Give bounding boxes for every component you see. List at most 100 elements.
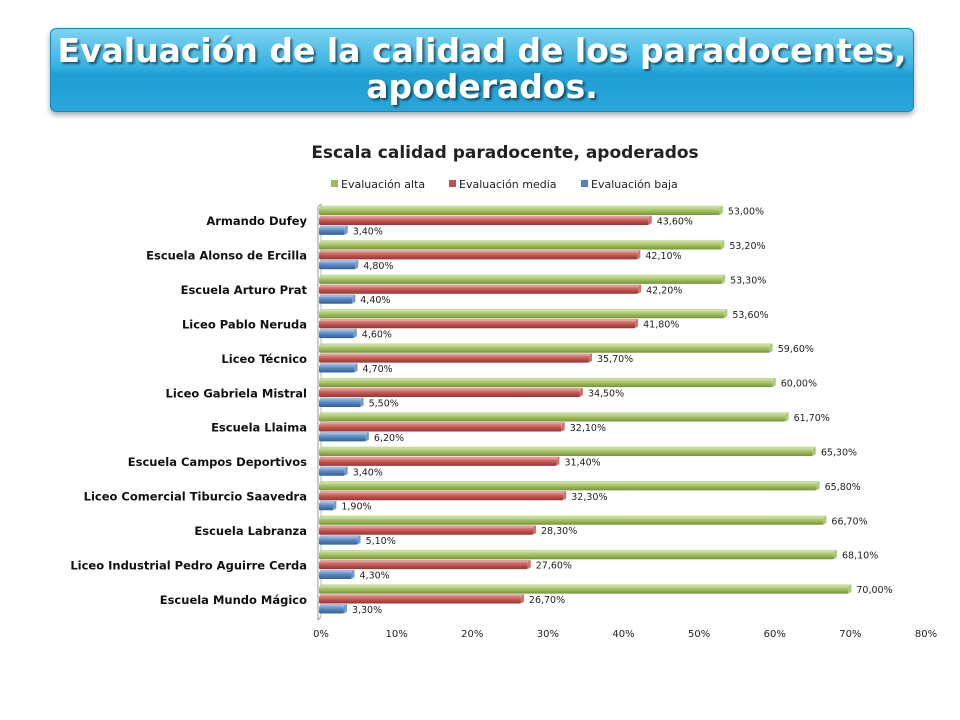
data-label-media: 32,10% xyxy=(570,423,606,434)
chart-legend: Evaluación alta Evaluación media Evaluació… xyxy=(331,178,678,191)
x-tick-label: 70% xyxy=(839,629,861,640)
data-label-baja: 6,20% xyxy=(374,433,404,444)
bar-media xyxy=(319,422,565,432)
bar-baja xyxy=(319,397,364,407)
category-label: Armando Dufey xyxy=(206,214,307,228)
data-label-alta: 68,10% xyxy=(842,551,878,562)
bar-alta xyxy=(319,343,773,353)
category-label: Escuela Arturo Prat xyxy=(181,283,308,297)
bar-alta xyxy=(319,240,725,250)
data-label-baja: 3,30% xyxy=(352,605,382,616)
bar-baja xyxy=(319,225,348,235)
data-label-media: 31,40% xyxy=(564,457,600,468)
bar-alta xyxy=(319,584,852,594)
legend-swatch xyxy=(449,180,456,187)
category-label: Liceo Técnico xyxy=(221,352,307,366)
data-label-alta: 61,70% xyxy=(794,413,830,424)
legend-label: Evaluación media xyxy=(459,178,557,191)
data-label-alta: 60,00% xyxy=(781,379,817,390)
category-label: Liceo Industrial Pedro Aguirre Cerda xyxy=(70,558,307,572)
bar-alta xyxy=(319,309,728,319)
data-label-baja: 4,40% xyxy=(360,295,390,306)
data-label-media: 27,60% xyxy=(536,561,572,572)
category-label: Escuela Llaima xyxy=(211,421,307,435)
data-label-alta: 66,70% xyxy=(831,516,867,527)
data-label-baja: 4,30% xyxy=(360,571,390,582)
plot-area: 0% 10% 20% 30% 40% 50% 60% 70% 80% Armando Dufey 5… xyxy=(70,203,937,640)
bar-media xyxy=(319,250,641,260)
bar-alta xyxy=(319,205,723,216)
bar-baja xyxy=(319,535,361,545)
bar-media xyxy=(319,318,639,329)
category-label: Liceo Gabriela Mistral xyxy=(166,386,307,400)
data-label-baja: 1,90% xyxy=(341,502,371,513)
title-banner: Evaluación de la calidad de los paradoce… xyxy=(50,28,914,112)
data-label-media: 42,10% xyxy=(645,251,681,262)
bar-baja xyxy=(319,466,348,476)
data-label-media: 43,60% xyxy=(657,216,693,227)
x-tick-label: 30% xyxy=(537,629,559,640)
bar-media xyxy=(319,525,537,535)
data-label-media: 32,30% xyxy=(571,492,607,503)
x-tick-label: 10% xyxy=(386,629,408,640)
bar-baja xyxy=(319,569,355,580)
x-tick-label: 50% xyxy=(688,629,710,640)
data-label-baja: 5,10% xyxy=(366,536,396,547)
bar-alta xyxy=(319,274,726,284)
category-label: Escuela Mundo Mágico xyxy=(160,593,307,607)
data-label-media: 28,30% xyxy=(541,526,577,537)
data-label-baja: 5,50% xyxy=(369,398,399,409)
bar-baja xyxy=(319,328,357,339)
bar-media xyxy=(319,387,583,398)
bar-alta xyxy=(319,377,776,388)
category-label: Liceo Pablo Neruda xyxy=(182,317,307,331)
bar-baja xyxy=(319,500,337,511)
data-label-alta: 53,00% xyxy=(728,207,764,218)
category-label: Liceo Comercial Tiburcio Saavedra xyxy=(84,490,307,504)
data-label-baja: 4,80% xyxy=(363,261,393,272)
bar-alta xyxy=(319,515,827,525)
axis-corner-bottom xyxy=(317,616,322,621)
data-label-media: 26,70% xyxy=(529,595,565,606)
x-tick-label: 0% xyxy=(313,629,329,640)
data-label-baja: 4,60% xyxy=(362,330,392,341)
chart-title: Escala calidad paradocente, apoderados xyxy=(311,143,698,163)
legend-swatch xyxy=(331,180,338,187)
legend-label: Evaluación alta xyxy=(341,178,425,191)
data-label-baja: 3,40% xyxy=(353,467,383,478)
data-label-alta: 53,60% xyxy=(732,310,768,321)
bar-alta xyxy=(319,446,816,456)
data-label-media: 41,80% xyxy=(643,320,679,331)
data-label-alta: 65,30% xyxy=(821,447,857,458)
category-label: Escuela Campos Deportivos xyxy=(128,455,307,469)
data-label-alta: 59,60% xyxy=(778,344,814,355)
bar-media xyxy=(319,215,652,225)
bar-media xyxy=(319,353,592,363)
bar-media xyxy=(319,490,567,501)
bar-baja xyxy=(319,294,356,304)
bar-media xyxy=(319,456,560,466)
slide-title: Evaluación de la calidad de los paradoce… xyxy=(57,31,907,106)
bar-baja xyxy=(319,363,358,373)
data-label-media: 42,20% xyxy=(646,285,682,296)
data-label-alta: 53,30% xyxy=(730,275,766,286)
legend-item-baja: Evaluación baja xyxy=(581,178,678,191)
x-tick-label: 80% xyxy=(915,629,937,640)
legend-item-media: Evaluación media xyxy=(449,178,557,191)
bar-media xyxy=(319,594,524,604)
axis-corner-top xyxy=(317,203,322,208)
data-label-alta: 53,20% xyxy=(729,241,765,252)
category-label: Escuela Labranza xyxy=(194,524,307,538)
data-label-alta: 65,80% xyxy=(825,482,861,493)
legend-item-alta: Evaluación alta xyxy=(331,178,425,191)
legend-label: Evaluación baja xyxy=(591,178,678,191)
bar-alta xyxy=(319,549,838,560)
data-label-baja: 4,70% xyxy=(363,364,393,375)
data-label-baja: 3,40% xyxy=(353,226,383,237)
bar-media xyxy=(319,284,642,294)
x-tick-label: 20% xyxy=(461,629,483,640)
data-label-media: 34,50% xyxy=(588,389,624,400)
category-label: Escuela Alonso de Ercilla xyxy=(146,249,307,263)
bar-alta xyxy=(319,481,820,491)
